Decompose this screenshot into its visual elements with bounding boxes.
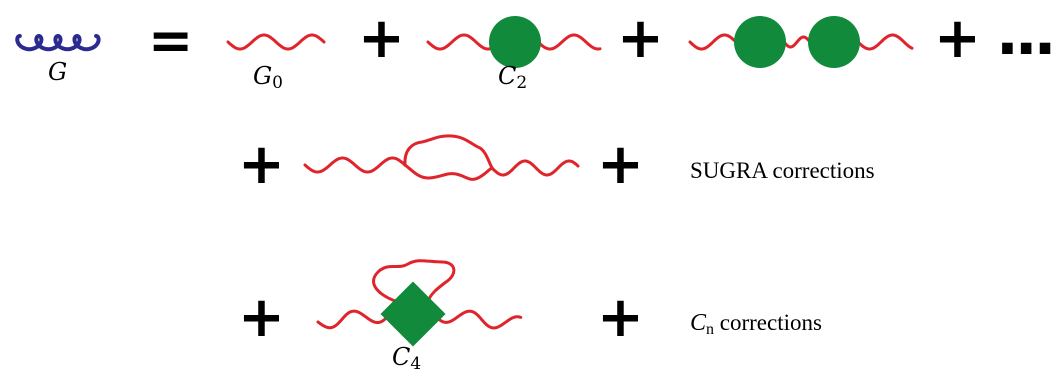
label-c2-symbol: C — [498, 62, 517, 90]
c2-diagram-left-wavy-line — [426, 33, 494, 51]
plus-sign-4: + — [238, 132, 285, 197]
sugra-corrections-text: SUGRA corrections — [690, 158, 875, 183]
double-c2-left-wavy-line — [688, 33, 738, 51]
label-g-symbol: G — [48, 58, 68, 86]
sugra-loop-right-wavy-line — [490, 159, 580, 177]
label-g0-subscript: 0 — [272, 73, 283, 93]
label-c4-symbol: C — [392, 343, 411, 371]
plus-sign-3: + — [934, 6, 981, 71]
c4-right-wavy-line — [432, 309, 523, 330]
label-free-propagator: G0 — [253, 62, 283, 93]
label-c4-subscript: 4 — [410, 354, 422, 374]
double-c2-first-vertex-dot — [734, 16, 786, 68]
label-full-propagator: G — [48, 58, 67, 86]
label-coupling-two: C2 — [498, 62, 527, 93]
sugra-loop-upper-arc — [403, 134, 494, 170]
equals-sign: = — [148, 9, 194, 72]
double-c2-middle-wavy-line — [782, 35, 812, 49]
label-c2-subscript: 2 — [516, 73, 528, 93]
plus-sign-6: + — [238, 285, 285, 350]
sugra-loop-left-wavy-line — [303, 156, 407, 174]
sugra-loop-lower-arc — [403, 163, 494, 181]
double-c2-right-wavy-line — [856, 33, 914, 51]
cn-subscript: n — [706, 321, 715, 338]
c4-left-wavy-line — [316, 309, 394, 330]
c4-vertex-diamond — [380, 281, 446, 347]
cn-corrections-text: Cn corrections — [690, 310, 822, 339]
plus-sign-2: + — [617, 6, 664, 71]
plus-sign-1: + — [358, 6, 405, 71]
c2-diagram-right-wavy-line — [536, 33, 602, 51]
full-propagator-gluon-line — [15, 34, 101, 52]
ellipsis: ... — [996, 0, 1055, 69]
plus-sign-7: + — [597, 285, 644, 350]
plus-sign-5: + — [597, 132, 644, 197]
cn-corrections-word: corrections — [719, 310, 822, 335]
double-c2-second-vertex-dot — [808, 16, 860, 68]
c4-tadpole-loop — [372, 259, 456, 304]
c2-vertex-dot — [489, 16, 541, 68]
cn-symbol: C — [690, 310, 707, 336]
label-coupling-four: C4 — [392, 343, 421, 374]
label-g0-symbol: G — [253, 62, 273, 90]
free-propagator-wavy-line — [226, 33, 326, 51]
